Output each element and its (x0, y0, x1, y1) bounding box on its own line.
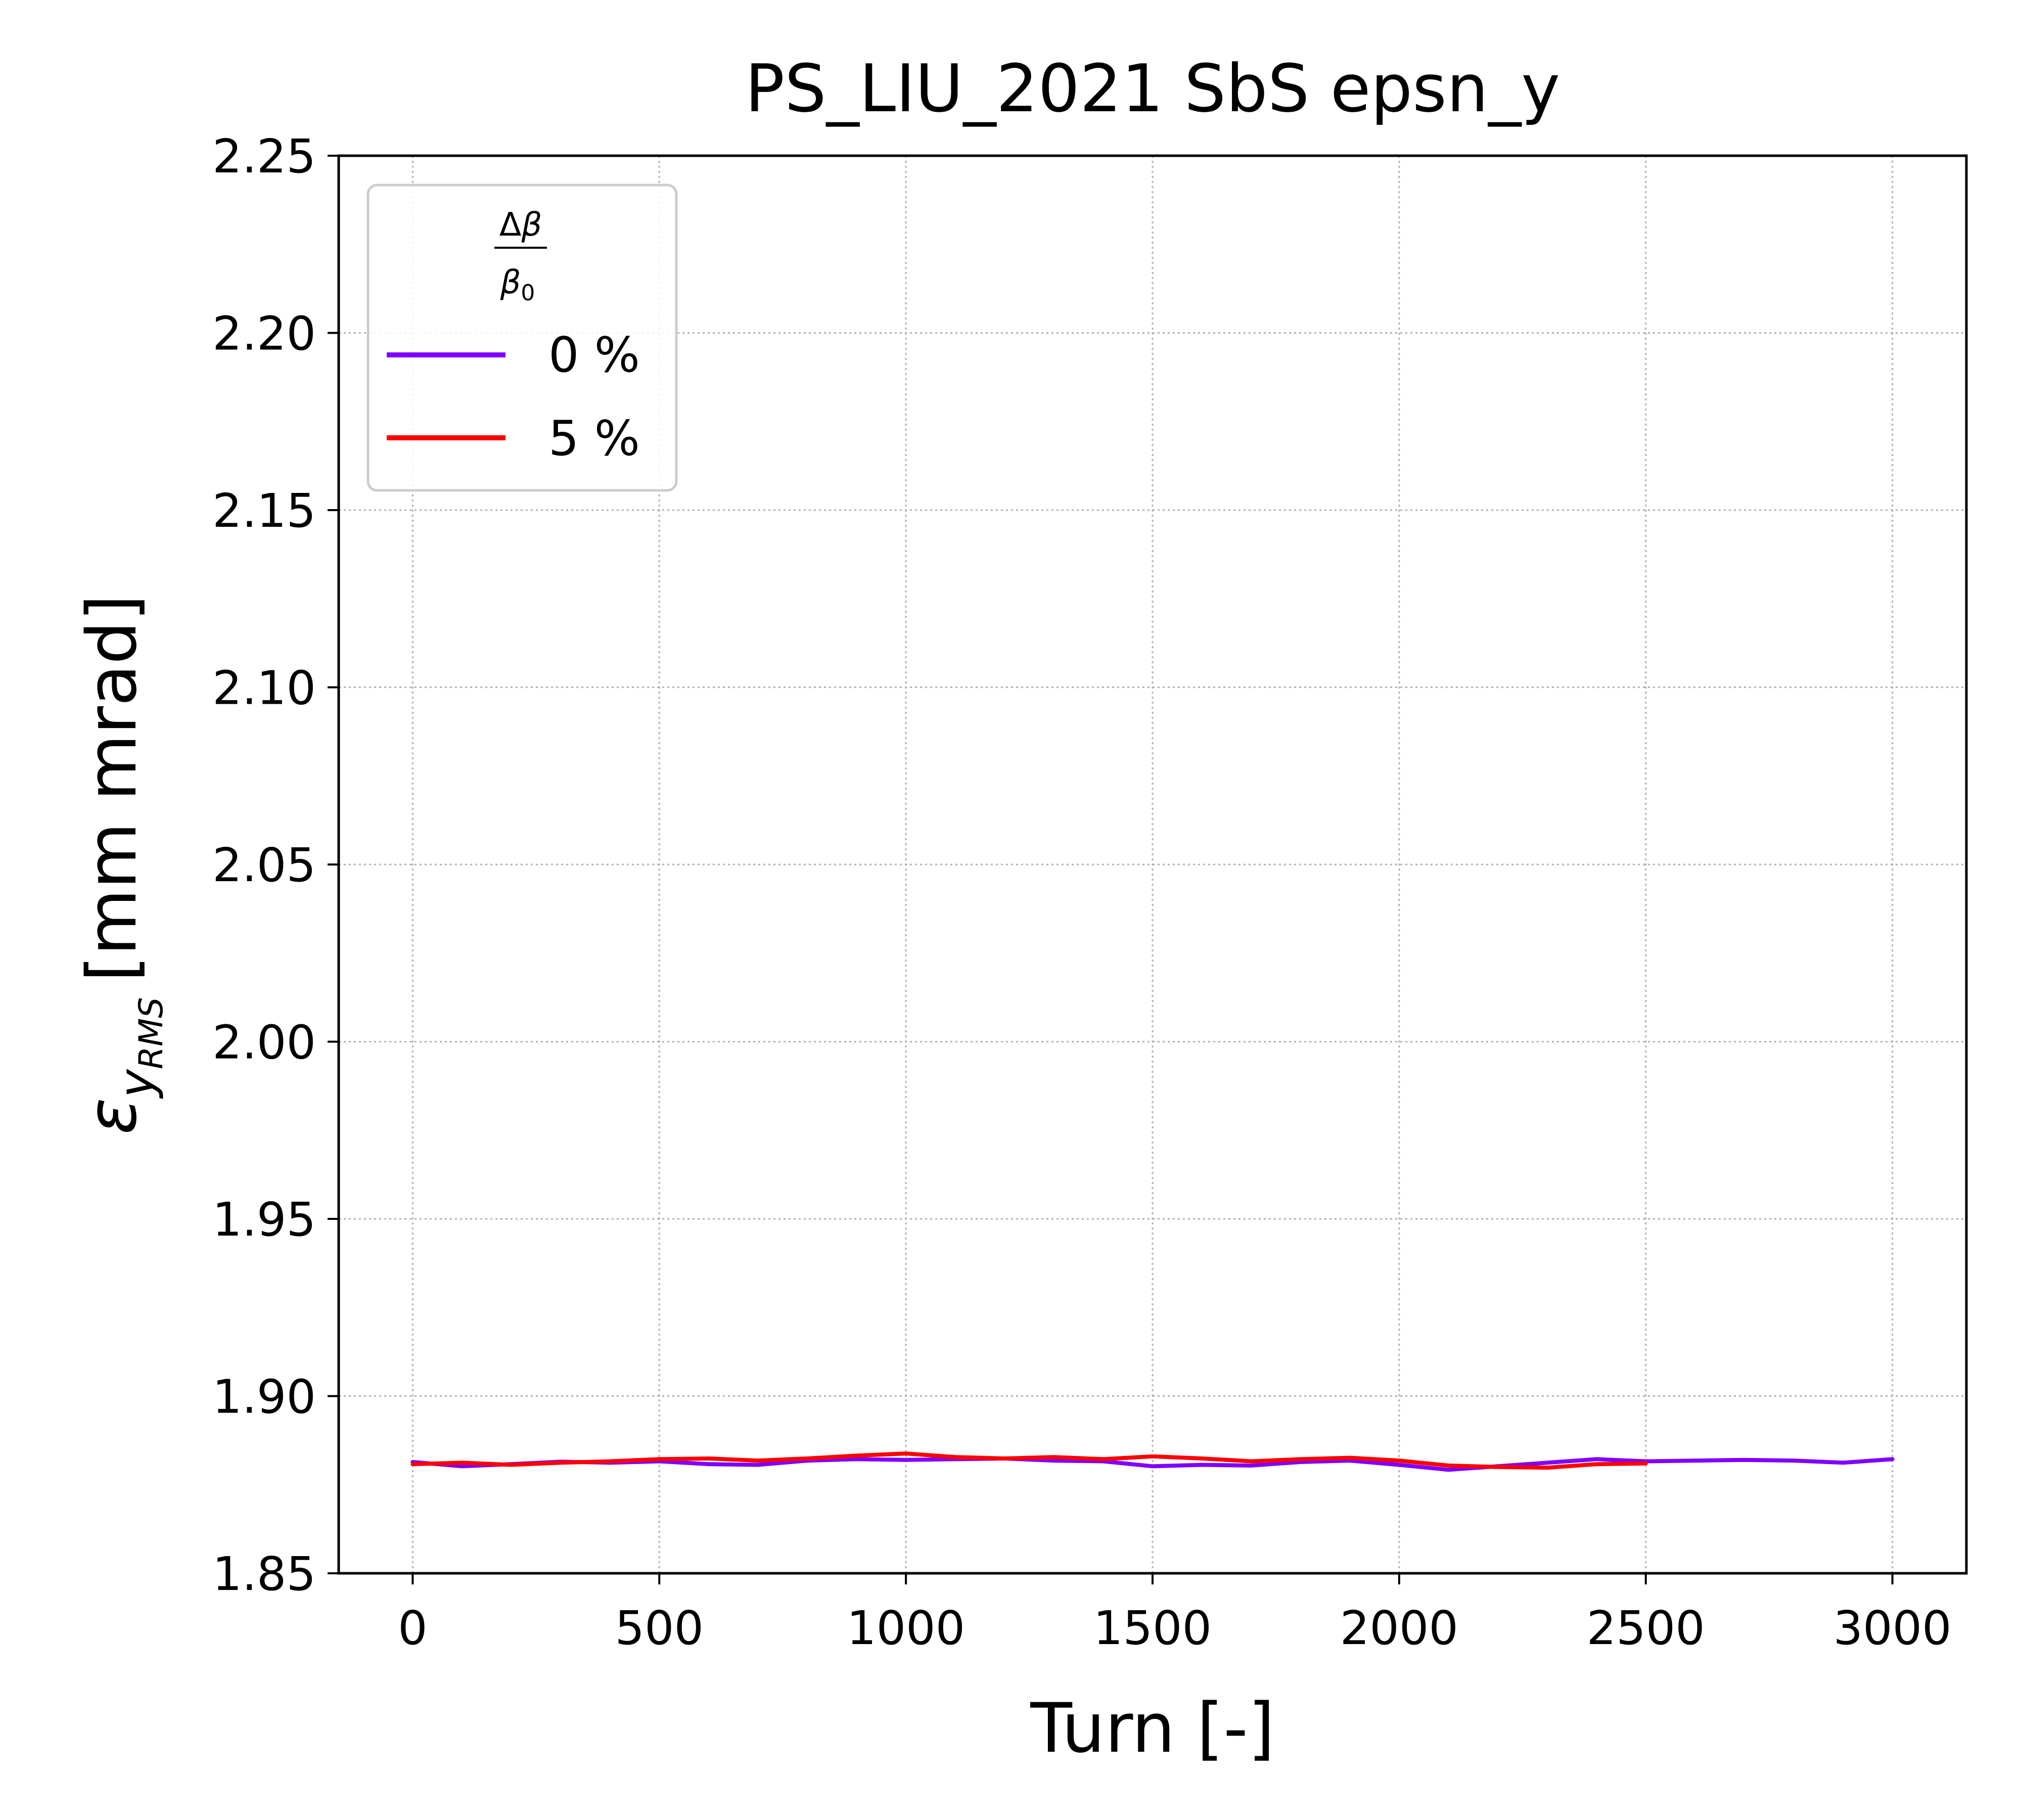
x-tick-label: 500 (615, 1601, 704, 1655)
legend-label-0: 0 % (548, 328, 640, 383)
y-label-sub: y (109, 1068, 165, 1099)
x-tick-label: 3000 (1833, 1601, 1952, 1655)
x-tick-label: 2500 (1587, 1601, 1705, 1655)
legend-title-beta: β (521, 206, 542, 244)
legend-label-1: 5 % (548, 411, 640, 467)
x-tick-label: 1500 (1093, 1601, 1212, 1655)
svg-text:Δβ: Δβ (499, 206, 542, 244)
y-axis-label: εyRMS [mm mrad] (72, 595, 170, 1134)
x-tick-label: 0 (398, 1601, 428, 1655)
x-tick-label: 2000 (1340, 1601, 1458, 1655)
series-line-1 (410, 1451, 1648, 1470)
legend-title-den-sub: 0 (521, 280, 535, 306)
y-tick-label: 2.20 (212, 307, 316, 361)
y-label-subsub: RMS (132, 997, 170, 1069)
y-tick-label: 2.00 (212, 1016, 316, 1070)
y-label-unit: [mm mrad] (72, 595, 152, 982)
y-tick-label: 2.10 (212, 661, 316, 715)
legend-title-delta: Δ (499, 206, 522, 244)
legend-title-den-beta: β (500, 264, 521, 301)
chart-title: PS_LIU_2021 SbS epsn_y (745, 50, 1560, 127)
y-tick-label: 1.85 (212, 1547, 316, 1601)
y-axis: 1.85 1.90 1.95 2.00 2.05 2.10 2.15 2.20 2.25 (212, 129, 339, 1601)
legend-box (366, 184, 678, 492)
y-tick-label: 2.05 (212, 838, 316, 892)
x-tick-label: 1000 (847, 1601, 965, 1655)
y-tick-label: 2.25 (212, 129, 316, 184)
y-label-symbol: ε (72, 1098, 152, 1134)
series-layer (410, 1451, 1895, 1472)
y-tick-label: 1.95 (212, 1193, 316, 1247)
svg-text:εyRMS[mm mrad]: εyRMS [mm mrad] (72, 595, 170, 1134)
legend: Δβ β0 0 % 5 % (366, 184, 678, 492)
legend-title: Δβ β0 (494, 206, 547, 306)
x-axis-label: Turn [-] (1030, 1689, 1274, 1768)
y-tick-label: 1.90 (212, 1370, 316, 1424)
y-tick-label: 2.15 (212, 484, 316, 538)
svg-text:β0: β0 (500, 264, 535, 306)
x-axis: 0 500 1000 1500 2000 2500 3000 (398, 1573, 1952, 1655)
series-line-0 (410, 1456, 1895, 1472)
